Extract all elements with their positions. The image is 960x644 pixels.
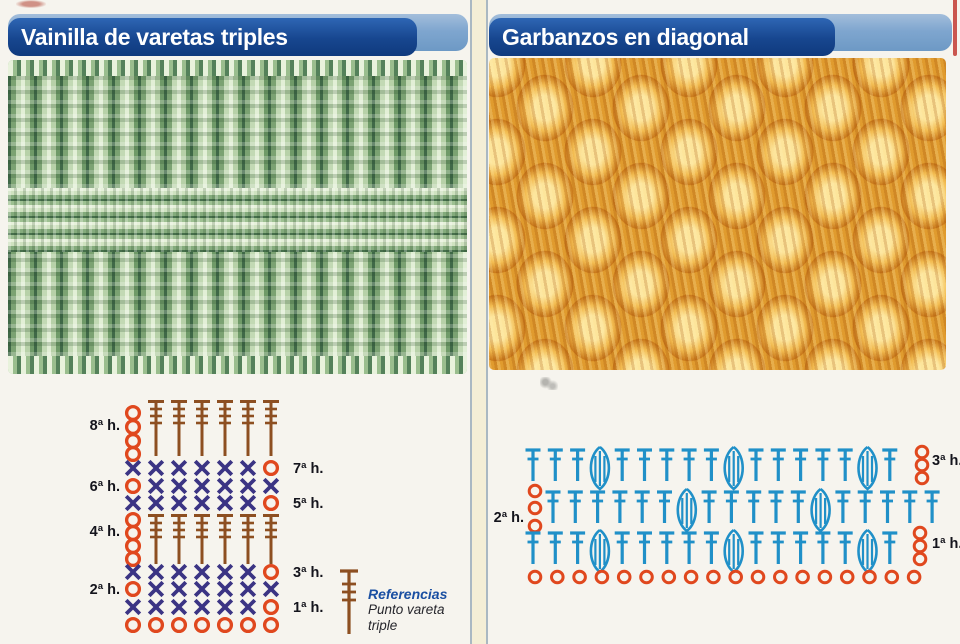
texture-rib-section xyxy=(8,76,467,188)
legend: Referencias Punto vareta triple xyxy=(368,586,478,633)
svg-text:2ª h.: 2ª h. xyxy=(90,582,120,598)
scan-artifact-smudge xyxy=(16,0,46,8)
svg-text:8ª h.: 8ª h. xyxy=(90,418,120,434)
legend-title: Referencias xyxy=(368,586,448,602)
panel-divider xyxy=(470,0,488,644)
legend-stitch-name-line1: Punto vareta xyxy=(368,602,445,617)
swatch-photo-garbanzos xyxy=(489,58,946,370)
svg-text:3ª h.: 3ª h. xyxy=(293,565,323,581)
left-title-bar: Vainilla de varetas triples xyxy=(8,18,417,56)
svg-text:6ª h.: 6ª h. xyxy=(90,479,120,495)
svg-text:1ª h.: 1ª h. xyxy=(293,600,323,616)
texture-rib-section xyxy=(8,252,467,356)
texture-chain-edge xyxy=(8,356,467,374)
scan-artifact-red-edge xyxy=(953,0,957,56)
right-panel-title: Garbanzos en diagonal xyxy=(502,24,749,50)
right-title-bar: Garbanzos en diagonal xyxy=(489,18,835,56)
svg-text:2ª h.: 2ª h. xyxy=(494,510,524,526)
texture-chain-edge xyxy=(8,60,467,76)
left-panel-title: Vainilla de varetas triples xyxy=(21,24,288,50)
svg-text:3ª h.: 3ª h. xyxy=(932,453,960,469)
svg-text:7ª h.: 7ª h. xyxy=(293,461,323,477)
swatch-photo-vainilla xyxy=(8,60,467,374)
legend-stitch-name-line2: triple xyxy=(368,617,398,633)
svg-text:1ª h.: 1ª h. xyxy=(932,536,960,552)
svg-text:5ª h.: 5ª h. xyxy=(293,496,323,512)
texture-band-section xyxy=(8,188,467,252)
scan-artifact-mark xyxy=(540,377,558,390)
svg-text:4ª h.: 4ª h. xyxy=(90,524,120,540)
